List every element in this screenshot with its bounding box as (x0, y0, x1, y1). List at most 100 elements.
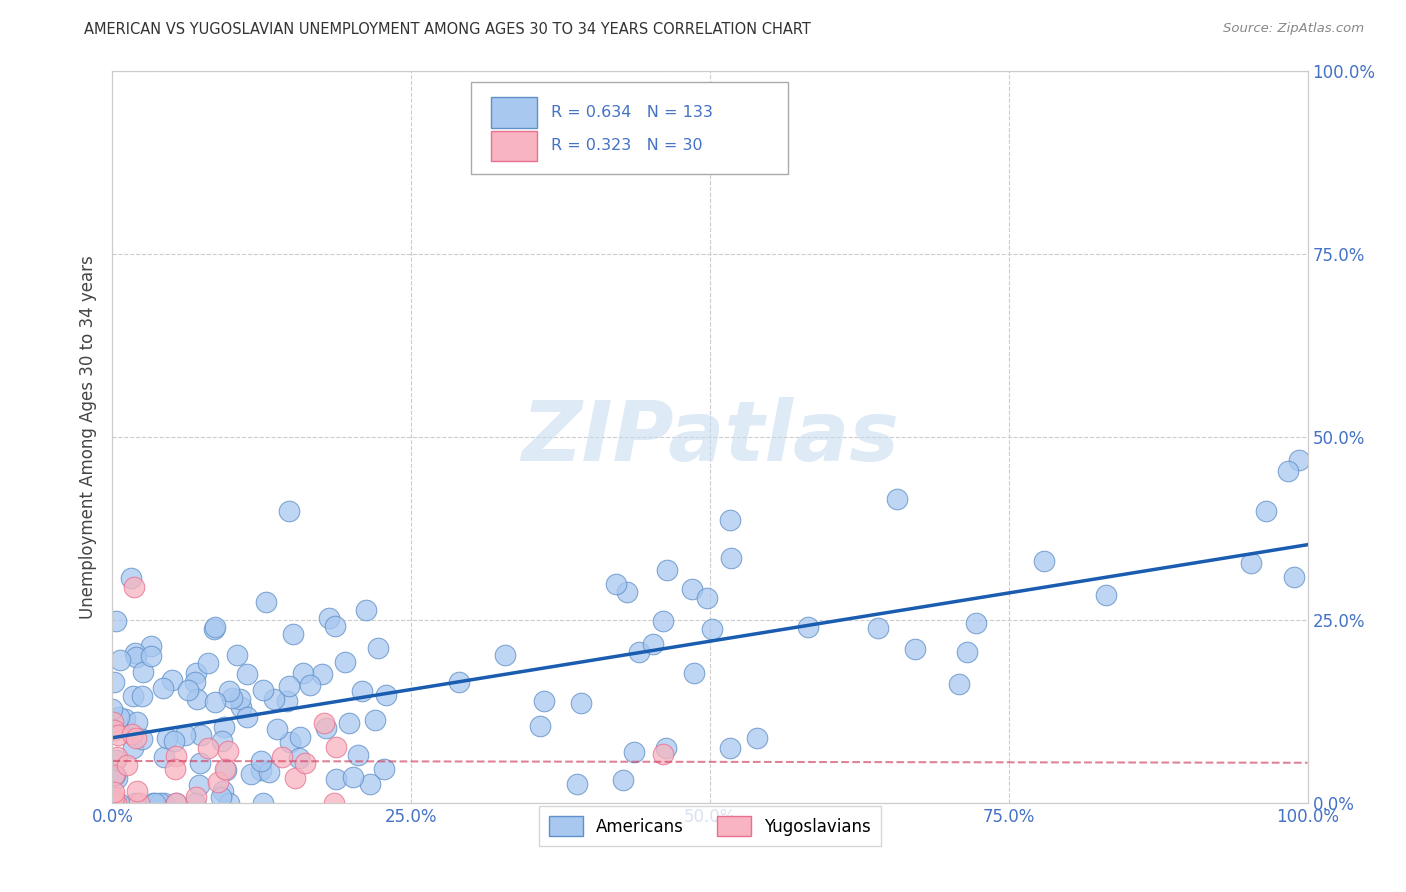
Point (211, 784, 233, 798)
Point (702, 622, 724, 636)
Point (197, 741, 219, 756)
Point (1288, 452, 1310, 467)
Point (108, 796, 131, 810)
Point (204, 620, 226, 634)
Point (124, 646, 146, 660)
Text: R = 0.323   N = 30: R = 0.323 N = 30 (551, 138, 703, 153)
Point (325, 772, 347, 786)
Point (131, 689, 153, 703)
Point (120, 571, 142, 585)
Point (605, 576, 627, 591)
Point (683, 665, 706, 680)
Point (132, 665, 155, 680)
Point (720, 740, 742, 755)
Point (364, 713, 387, 727)
Point (125, 784, 148, 798)
Point (209, 789, 232, 804)
Point (276, 694, 298, 708)
Point (101, 701, 124, 715)
Point (569, 696, 592, 710)
Point (165, 749, 187, 764)
Point (104, 796, 127, 810)
Point (163, 734, 186, 748)
Point (103, 789, 125, 804)
Text: ZIPatlas: ZIPatlas (522, 397, 898, 477)
Point (173, 728, 195, 742)
Point (315, 721, 337, 735)
Point (494, 648, 516, 663)
Point (318, 611, 340, 625)
Point (122, 580, 145, 594)
Point (1284, 570, 1306, 584)
Point (103, 723, 125, 737)
Legend: Americans, Yugoslavians: Americans, Yugoslavians (540, 806, 880, 846)
Point (623, 746, 645, 760)
Point (651, 614, 673, 628)
Point (107, 728, 129, 742)
Point (1095, 588, 1118, 602)
Point (186, 692, 208, 706)
Point (333, 655, 356, 669)
Point (612, 773, 634, 788)
Point (115, 758, 138, 772)
Point (720, 550, 742, 565)
Point (217, 744, 239, 758)
Point (655, 563, 678, 577)
Point (354, 603, 377, 617)
Point (183, 675, 205, 690)
Point (1254, 504, 1277, 518)
Point (367, 640, 389, 655)
Point (188, 756, 211, 770)
Point (655, 741, 678, 756)
Point (105, 614, 128, 628)
Point (212, 720, 235, 734)
Point (204, 695, 226, 709)
Point (165, 796, 187, 810)
Point (529, 719, 551, 733)
Point (278, 504, 301, 518)
Point (350, 684, 373, 698)
Point (121, 727, 143, 741)
Point (229, 700, 252, 714)
Point (965, 615, 987, 630)
Point (105, 750, 128, 764)
Point (337, 715, 360, 730)
Point (252, 683, 274, 698)
Text: AMERICAN VS YUGOSLAVIAN UNEMPLOYMENT AMONG AGES 30 TO 34 YEARS CORRELATION CHART: AMERICAN VS YUGOSLAVIAN UNEMPLOYMENT AMO… (84, 22, 811, 37)
Point (257, 764, 280, 779)
Point (252, 796, 274, 810)
Point (190, 727, 212, 741)
Point (373, 762, 395, 776)
Point (125, 731, 148, 745)
Point (325, 740, 347, 755)
Point (207, 775, 229, 789)
Point (866, 621, 889, 635)
Point (103, 793, 125, 807)
Point (221, 691, 243, 706)
Point (292, 665, 315, 680)
Point (229, 691, 252, 706)
Point (956, 645, 979, 659)
Point (103, 768, 125, 782)
Point (105, 772, 128, 786)
Point (1032, 554, 1054, 568)
Point (103, 796, 125, 810)
Point (124, 796, 146, 810)
Point (745, 731, 768, 746)
Point (254, 595, 277, 609)
Point (627, 645, 650, 659)
Point (236, 710, 259, 724)
Point (165, 762, 187, 776)
Point (108, 710, 131, 724)
Point (533, 694, 555, 708)
Point (948, 676, 970, 690)
Point (641, 637, 664, 651)
Point (110, 652, 132, 666)
Point (177, 682, 200, 697)
Point (165, 796, 187, 810)
Point (311, 666, 333, 681)
FancyBboxPatch shape (471, 82, 787, 174)
Point (449, 674, 471, 689)
Point (153, 796, 176, 810)
Point (565, 776, 588, 790)
